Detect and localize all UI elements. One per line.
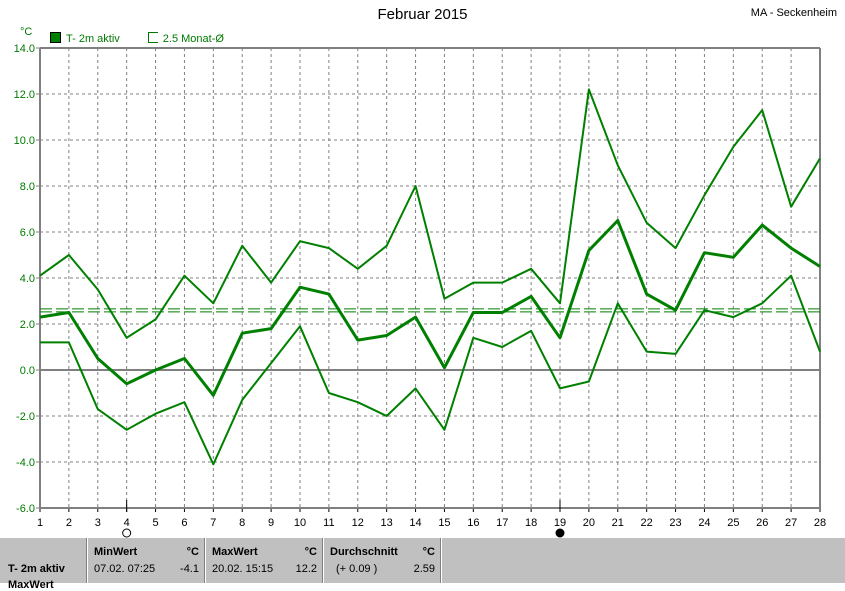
- x-tick-label: 19: [554, 517, 566, 529]
- y-tick-label: 12.0: [14, 89, 35, 101]
- x-tick-label: 8: [239, 517, 245, 529]
- max-header: MaxWert: [212, 546, 258, 558]
- x-tick-label: 27: [785, 517, 797, 529]
- x-tick-label: 10: [294, 517, 306, 529]
- x-tick-label: 3: [95, 517, 101, 529]
- y-tick-label: 14.0: [14, 43, 35, 55]
- x-tick-label: 9: [268, 517, 274, 529]
- avg-value: 2.59: [414, 563, 435, 575]
- x-tick-label: 20: [583, 517, 595, 529]
- x-tick-label: 28: [814, 517, 826, 529]
- max-date: 20.02. 15:15: [212, 563, 273, 575]
- x-tick-label: 23: [669, 517, 681, 529]
- x-tick-label: 22: [641, 517, 653, 529]
- x-tick-label: 1: [37, 517, 43, 529]
- legend-swatch-open: [148, 32, 158, 43]
- legend-swatch-filled: [50, 32, 61, 43]
- y-tick-label: 0.0: [20, 365, 35, 377]
- y-tick-label: 10.0: [14, 135, 35, 147]
- y-tick-label: 4.0: [20, 273, 35, 285]
- stats-panel: T- 2m aktiv MaxWert MinWert °C 07.02. 07…: [0, 538, 845, 583]
- y-tick-label: 2.0: [20, 319, 35, 331]
- stats-row-label-2: MaxWert: [8, 579, 54, 591]
- x-tick-label: 11: [323, 517, 334, 529]
- avg-header: Durchschnitt: [330, 546, 398, 558]
- x-tick-label: 13: [381, 517, 393, 529]
- full-moon-icon: [123, 529, 131, 537]
- x-tick-label: 24: [698, 517, 710, 529]
- x-tick-label: 17: [496, 517, 508, 529]
- y-tick-label: -4.0: [16, 457, 35, 469]
- x-tick-label: 25: [727, 517, 739, 529]
- y-tick-label: 6.0: [20, 227, 35, 239]
- x-tick-label: 4: [124, 517, 130, 529]
- max-cell: MaxWert °C 20.02. 15:15 12.2: [205, 538, 323, 583]
- series-line-max: [40, 89, 820, 337]
- min-header: MinWert: [94, 546, 137, 558]
- y-tick-label: -6.0: [16, 503, 35, 515]
- x-tick-label: 26: [756, 517, 768, 529]
- legend-item-current[interactable]: T- 2m aktiv: [50, 32, 120, 45]
- y-tick-label: -2.0: [16, 411, 35, 423]
- x-tick-label: 7: [210, 517, 216, 529]
- legend-item-average[interactable]: 2.5 Monat-Ø: [148, 32, 224, 45]
- x-tick-label: 5: [152, 517, 158, 529]
- x-tick-label: 14: [409, 517, 421, 529]
- min-cell: MinWert °C 07.02. 07:25 -4.1: [87, 538, 205, 583]
- x-tick-label: 2: [66, 517, 72, 529]
- avg-cell: Durchschnitt °C (+ 0.09 ) 2.59: [323, 538, 441, 583]
- legend: T- 2m aktiv 2.5 Monat-Ø: [50, 32, 224, 45]
- min-unit: °C: [187, 546, 199, 558]
- legend-label: 2.5 Monat-Ø: [163, 33, 224, 45]
- y-axis-unit: °C: [20, 26, 32, 38]
- min-value: -4.1: [180, 563, 199, 575]
- chart-title: Februar 2015: [0, 6, 845, 23]
- x-tick-label: 18: [525, 517, 537, 529]
- x-tick-label: 15: [438, 517, 450, 529]
- avg-delta: (+ 0.09 ): [336, 563, 377, 575]
- stats-row-label: T- 2m aktiv: [8, 563, 65, 575]
- max-unit: °C: [305, 546, 317, 558]
- legend-label: T- 2m aktiv: [66, 33, 120, 45]
- avg-unit: °C: [423, 546, 435, 558]
- min-date: 07.02. 07:25: [94, 563, 155, 575]
- max-value: 12.2: [296, 563, 317, 575]
- new-moon-icon: [556, 529, 564, 537]
- x-tick-label: 21: [612, 517, 624, 529]
- y-tick-label: 8.0: [20, 181, 35, 193]
- empty-cell: [441, 538, 845, 583]
- x-tick-label: 16: [467, 517, 479, 529]
- x-tick-label: 12: [352, 517, 364, 529]
- station-name: MA - Seckenheim: [751, 7, 837, 19]
- x-tick-label: 6: [181, 517, 187, 529]
